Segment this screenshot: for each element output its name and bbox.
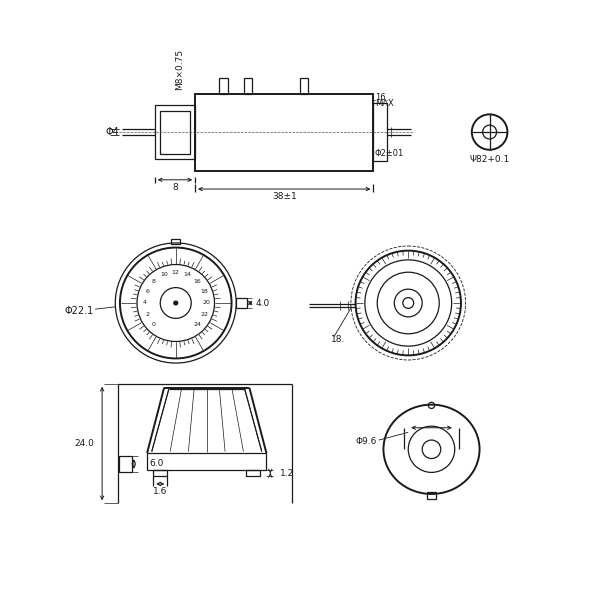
Text: 18.: 18. (331, 335, 345, 344)
Text: 1.6: 1.6 (153, 487, 167, 496)
Bar (119, 456, 131, 472)
Text: 24.0: 24.0 (74, 439, 94, 448)
Text: 2: 2 (145, 312, 149, 317)
Text: 16: 16 (194, 279, 202, 284)
Text: 12: 12 (172, 270, 179, 275)
Text: 18: 18 (200, 289, 208, 294)
Text: M8×0.75: M8×0.75 (175, 49, 184, 90)
Bar (300, 78, 308, 94)
Text: 8: 8 (152, 279, 156, 284)
Text: 6: 6 (145, 289, 149, 294)
Text: 20: 20 (203, 301, 211, 305)
Text: 4: 4 (143, 301, 147, 305)
Text: Φ9.6: Φ9.6 (356, 437, 377, 446)
Bar (153, 470, 167, 476)
Bar (373, 103, 388, 161)
Bar (155, 105, 195, 159)
Text: Φ4: Φ4 (106, 127, 120, 137)
Bar (219, 78, 227, 94)
Circle shape (174, 301, 178, 305)
Text: Φ22.1: Φ22.1 (64, 306, 94, 316)
Bar (244, 78, 253, 94)
Text: 6.0: 6.0 (149, 460, 164, 469)
Bar (427, 491, 436, 499)
Text: 4.0: 4.0 (256, 298, 270, 307)
Bar (147, 453, 266, 470)
Text: 8: 8 (172, 183, 178, 192)
Text: Φ2±01: Φ2±01 (375, 149, 404, 158)
Bar (160, 110, 190, 154)
Bar (246, 470, 260, 476)
Text: 0: 0 (152, 322, 156, 327)
Text: Ψ82+0.1: Ψ82+0.1 (470, 155, 510, 164)
Text: 1.2: 1.2 (280, 469, 295, 478)
Text: 22: 22 (200, 312, 208, 317)
Text: 24: 24 (194, 322, 202, 327)
Text: 16: 16 (375, 93, 386, 102)
Bar (171, 239, 181, 244)
Text: 14: 14 (184, 272, 191, 277)
Text: MAX: MAX (375, 99, 394, 108)
Bar (236, 298, 247, 308)
Bar (195, 94, 373, 170)
Text: 38±1: 38±1 (272, 192, 296, 201)
Text: 10: 10 (160, 272, 168, 277)
